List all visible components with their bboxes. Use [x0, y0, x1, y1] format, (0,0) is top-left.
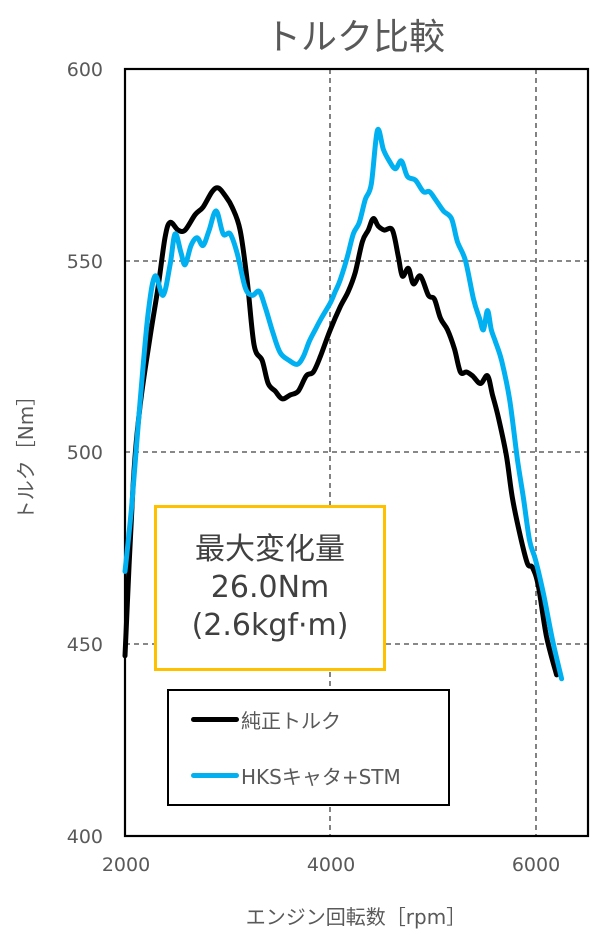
plot-frame	[123, 67, 590, 838]
x-tick-6000: 6000	[512, 854, 560, 876]
y-tick-500: 500	[67, 442, 103, 464]
y-tick-600: 600	[67, 59, 103, 81]
y-tick-450: 450	[67, 634, 103, 656]
y-axis-title: トルク［Nm］	[14, 386, 38, 520]
series-line-stock-torque	[122, 185, 560, 678]
chart-title: トルク比較	[264, 17, 445, 58]
y-tick-550: 550	[67, 251, 103, 273]
series-line-hks-catalyst-stm	[122, 126, 565, 682]
x-axis-ticks: 2000 4000 6000	[102, 854, 560, 876]
legend-swatch-blue-line-icon	[191, 773, 239, 778]
legend-item-stock: 純正トルク	[191, 705, 341, 734]
annotation-label: 最大変化量	[195, 532, 345, 567]
annotation-value-kgfm: (2.6kgf·m)	[191, 608, 349, 643]
chart-legend: 純正トルク HKSキャタ+STM	[167, 689, 450, 806]
y-axis-ticks: 600 550 500 450 400	[67, 59, 103, 848]
x-axis-title: エンジン回転数［rpm］	[246, 905, 466, 929]
legend-item-hks: HKSキャタ+STM	[191, 761, 401, 790]
legend-swatch-black-line-icon	[191, 717, 239, 722]
x-tick-4000: 4000	[307, 854, 355, 876]
legend-label-stock: 純正トルク	[241, 709, 341, 733]
y-tick-400: 400	[67, 826, 103, 848]
max-change-annotation: 最大変化量 26.0Nm (2.6kgf·m)	[154, 505, 386, 671]
annotation-value-nm: 26.0Nm	[210, 570, 330, 605]
x-tick-2000: 2000	[102, 854, 150, 876]
legend-label-hks: HKSキャタ+STM	[241, 765, 401, 789]
